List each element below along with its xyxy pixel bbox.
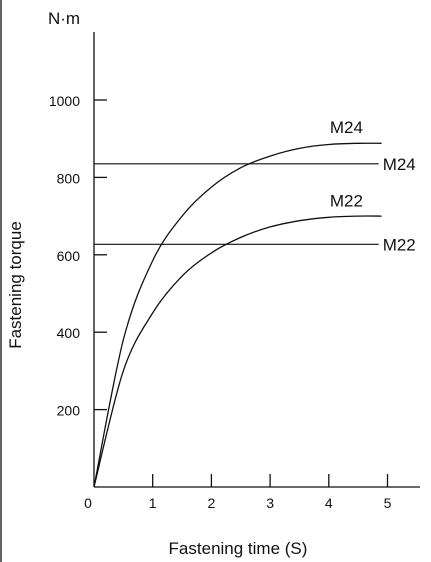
x-tick-label-4: 4 <box>325 495 333 511</box>
x-tick-label-1: 1 <box>149 495 157 511</box>
curve-label-m24: M24 <box>330 118 363 137</box>
x-tick-label-0: 0 <box>84 495 92 511</box>
y-axis-unit: N·m <box>48 9 80 28</box>
torque-curve-m22 <box>93 215 382 488</box>
x-tick-label-2: 2 <box>208 495 216 511</box>
x-tick-label-3: 3 <box>266 495 274 511</box>
y-axis-label: Fastening torque <box>6 221 25 349</box>
y-tick-label-200: 200 <box>57 403 81 419</box>
reference-label-m22: M22 <box>383 235 416 254</box>
y-tick-label-800: 800 <box>57 170 81 186</box>
plot-area: 200 400 600 800 1000 0 1 2 3 4 5 M24 M22 M24 M22 <box>49 32 420 511</box>
reference-label-m24: M24 <box>383 155 416 174</box>
y-tick-label-600: 600 <box>57 248 81 264</box>
x-tick-label-5: 5 <box>384 495 392 511</box>
y-tick-label-400: 400 <box>57 325 81 341</box>
y-tick-label-1000: 1000 <box>49 93 80 109</box>
x-axis-label: Fastening time (S) <box>169 539 308 558</box>
torque-curve-m24 <box>93 142 382 488</box>
curve-label-m22: M22 <box>330 192 363 211</box>
